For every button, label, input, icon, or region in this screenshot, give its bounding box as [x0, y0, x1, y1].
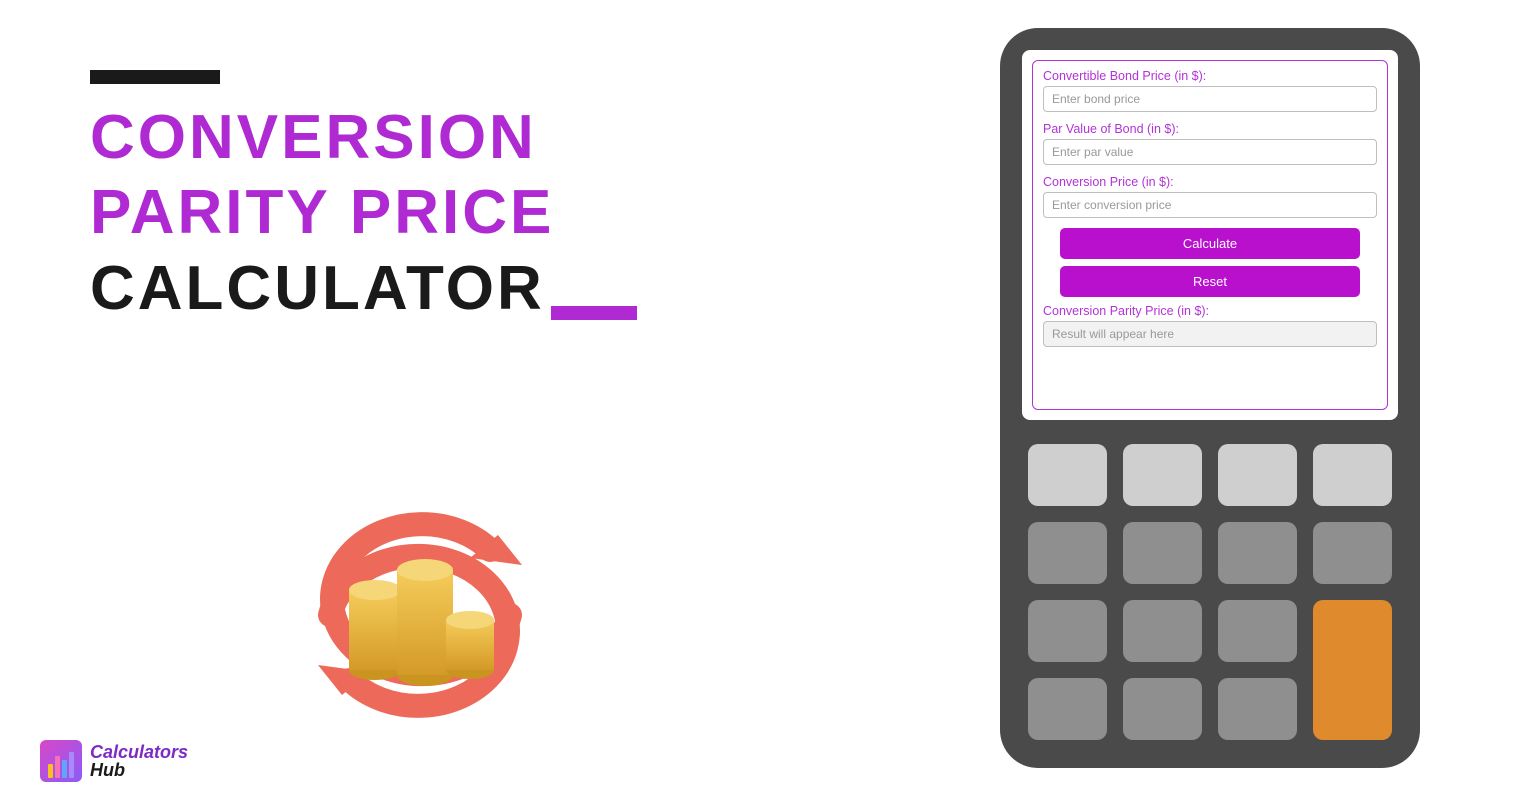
- keypad-key[interactable]: [1218, 600, 1297, 662]
- calculate-button[interactable]: Calculate: [1060, 228, 1361, 259]
- reset-button[interactable]: Reset: [1060, 266, 1361, 297]
- keypad-key[interactable]: [1123, 522, 1202, 584]
- par-value-input[interactable]: [1043, 139, 1377, 165]
- keypad-key[interactable]: [1028, 600, 1107, 662]
- keypad-key[interactable]: [1123, 678, 1202, 740]
- title-line-2: PARITY PRICE: [90, 177, 830, 248]
- conversion-price-input[interactable]: [1043, 192, 1377, 218]
- coins-cycle-illustration: [280, 500, 560, 730]
- par-value-label: Par Value of Bond (in $):: [1043, 122, 1377, 136]
- result-label: Conversion Parity Price (in $):: [1043, 304, 1377, 318]
- accent-bar-bottom: [551, 306, 637, 320]
- accent-bar-top: [90, 70, 220, 84]
- keypad-key[interactable]: [1123, 444, 1202, 506]
- logo-icon: [40, 740, 82, 782]
- title-line-1: CONVERSION: [90, 102, 830, 173]
- logo-text-line2: Hub: [90, 761, 188, 779]
- logo-text: Calculators Hub: [90, 743, 188, 779]
- keypad-equals-key[interactable]: [1313, 600, 1392, 740]
- keypad-key[interactable]: [1218, 678, 1297, 740]
- keypad-key[interactable]: [1218, 444, 1297, 506]
- keypad-key[interactable]: [1028, 678, 1107, 740]
- keypad-key[interactable]: [1028, 522, 1107, 584]
- conversion-price-label: Conversion Price (in $):: [1043, 175, 1377, 189]
- keypad-key[interactable]: [1028, 444, 1107, 506]
- title-line-3: CALCULATOR: [90, 253, 545, 324]
- keypad-key[interactable]: [1313, 444, 1392, 506]
- calculator-screen: Convertible Bond Price (in $): Par Value…: [1022, 50, 1398, 420]
- bond-price-label: Convertible Bond Price (in $):: [1043, 69, 1377, 83]
- result-output: [1043, 321, 1377, 347]
- keypad-key[interactable]: [1218, 522, 1297, 584]
- keypad-key[interactable]: [1313, 522, 1392, 584]
- calculator-device: Convertible Bond Price (in $): Par Value…: [1000, 28, 1420, 768]
- title-section: CONVERSION PARITY PRICE CALCULATOR: [90, 70, 830, 328]
- bond-price-input[interactable]: [1043, 86, 1377, 112]
- calculator-keypad: [1022, 444, 1398, 740]
- keypad-key[interactable]: [1123, 600, 1202, 662]
- calculator-form: Convertible Bond Price (in $): Par Value…: [1032, 60, 1388, 410]
- brand-logo: Calculators Hub: [40, 740, 188, 782]
- logo-text-line1: Calculators: [90, 743, 188, 761]
